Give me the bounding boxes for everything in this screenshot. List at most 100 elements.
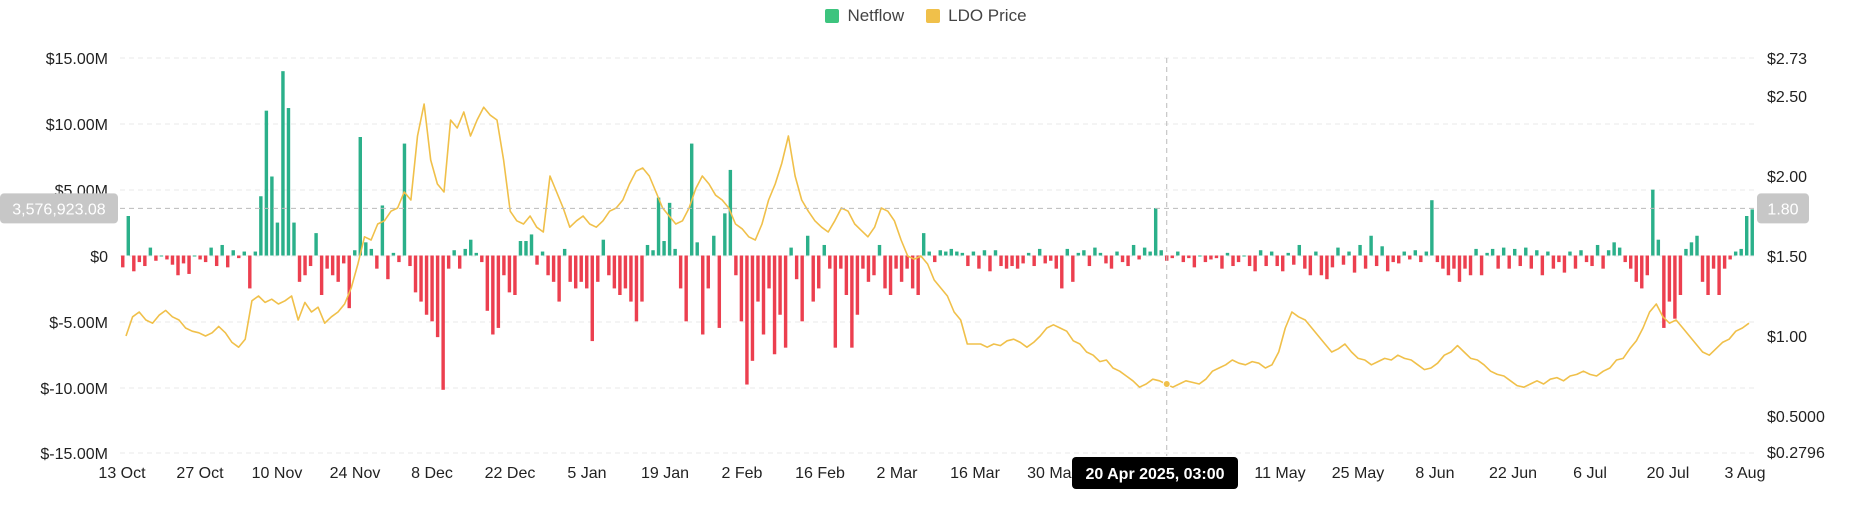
netflow-bar: [568, 255, 572, 282]
netflow-bar: [1446, 255, 1451, 276]
netflow-bar: [480, 255, 484, 263]
netflow-bar: [988, 255, 992, 272]
netflow-bar: [253, 251, 258, 256]
netflow-bar: [811, 255, 815, 302]
crosshair-date-label: 20 Apr 2025, 03:00: [1085, 466, 1224, 483]
netflow-bar: [734, 255, 738, 276]
netflow-bar: [1231, 255, 1235, 267]
legend-item-netflow[interactable]: Netflow: [825, 6, 904, 26]
netflow-bar: [347, 255, 351, 309]
netflow-bar: [1104, 255, 1108, 264]
netflow-bar: [485, 255, 490, 311]
netflow-bar: [1551, 255, 1556, 269]
netflow-bar: [667, 202, 672, 256]
netflow-bar: [712, 235, 716, 256]
netflow-bar: [1507, 255, 1511, 269]
netflow-bar: [198, 255, 202, 260]
netflow-bar: [910, 255, 915, 289]
netflow-bar: [231, 250, 235, 256]
netflow-bar: [1717, 255, 1721, 295]
netflow-bar: [706, 255, 710, 289]
netflow-bar: [297, 255, 302, 282]
netflow-bar: [1568, 251, 1572, 256]
netflow-bar: [1292, 255, 1296, 265]
y-right-tick-label: $2.50: [1767, 89, 1807, 106]
netflow-bar: [1479, 255, 1484, 276]
netflow-bar: [1225, 252, 1230, 256]
netflow-bar: [949, 248, 954, 256]
netflow-bar: [1684, 248, 1688, 256]
netflow-bar: [264, 110, 269, 256]
netflow-bar: [441, 255, 445, 390]
netflow-bar: [1363, 255, 1368, 269]
netflow-bar: [634, 255, 639, 322]
netflow-bar: [982, 250, 987, 256]
netflow-bar: [800, 255, 804, 322]
netflow-bar: [126, 216, 130, 256]
netflow-bar: [1678, 255, 1683, 295]
netflow-bar: [209, 247, 213, 256]
x-tick-label: 10 Nov: [252, 465, 303, 482]
netflow-bar: [1601, 255, 1605, 269]
netflow-bar: [546, 255, 550, 276]
netflow-bar: [1485, 252, 1489, 256]
netflow-bar: [1142, 247, 1147, 256]
netflow-bar: [402, 143, 407, 256]
x-tick-label: 6 Jul: [1573, 465, 1607, 482]
netflow-bar: [1087, 255, 1092, 267]
crosshair-price-value: 1.80: [1767, 201, 1798, 218]
netflow-bar: [866, 255, 871, 282]
netflow-bar: [1319, 255, 1324, 276]
netflow-bar: [1651, 189, 1655, 256]
netflow-bar: [1612, 242, 1616, 256]
netflow-bar: [1391, 255, 1395, 263]
netflow-bar: [424, 255, 429, 315]
netflow-bar: [1374, 255, 1379, 267]
netflow-bar: [319, 255, 324, 295]
netflow-bar: [1220, 255, 1224, 269]
netflow-bar: [463, 248, 467, 256]
netflow-bar: [1380, 246, 1384, 256]
netflow-bar: [1573, 255, 1578, 269]
netflow-bar: [308, 255, 313, 267]
netflow-bar: [1579, 250, 1583, 256]
x-tick-label: 8 Jun: [1415, 465, 1454, 482]
netflow-bar: [1258, 250, 1263, 256]
netflow-bar: [1689, 242, 1694, 256]
price-hover-dot: [1162, 380, 1171, 388]
netflow-bar: [518, 241, 523, 256]
netflow-bar: [783, 255, 788, 348]
netflow-bar: [132, 255, 136, 272]
netflow-bar: [159, 255, 164, 257]
x-tick-label: 11 May: [1254, 465, 1305, 482]
netflow-bar: [386, 255, 390, 280]
netflow-bar: [971, 251, 976, 256]
netflow-bar: [905, 255, 909, 269]
legend-item-price[interactable]: LDO Price: [926, 6, 1027, 26]
netflow-bar: [1750, 209, 1754, 256]
netflow-bar: [540, 251, 545, 256]
netflow-bar: [275, 222, 280, 256]
netflow-bar: [1242, 255, 1246, 257]
netflow-bar: [1264, 255, 1268, 267]
x-tick-label: 3 Aug: [1725, 465, 1766, 482]
netflow-bar: [850, 255, 854, 348]
netflow-bar: [817, 255, 821, 289]
netflow-bar: [778, 255, 782, 315]
netflow-bar: [1524, 247, 1528, 256]
netflow-bar: [1501, 247, 1506, 256]
netflow-bar: [1435, 255, 1440, 263]
netflow-bar: [1010, 255, 1014, 267]
netflow-bar: [1695, 235, 1699, 256]
netflow-bar: [844, 255, 849, 295]
netflow-bar: [1722, 255, 1727, 269]
x-tick-label: 25 May: [1332, 465, 1384, 482]
netflow-bar: [1441, 255, 1445, 269]
netflow-bar: [303, 255, 307, 276]
netflow-bar: [1474, 248, 1478, 256]
netflow-bar: [353, 250, 357, 256]
netflow-bar: [960, 252, 965, 256]
netflow-bar: [596, 255, 600, 282]
netflow-bar: [181, 255, 186, 264]
